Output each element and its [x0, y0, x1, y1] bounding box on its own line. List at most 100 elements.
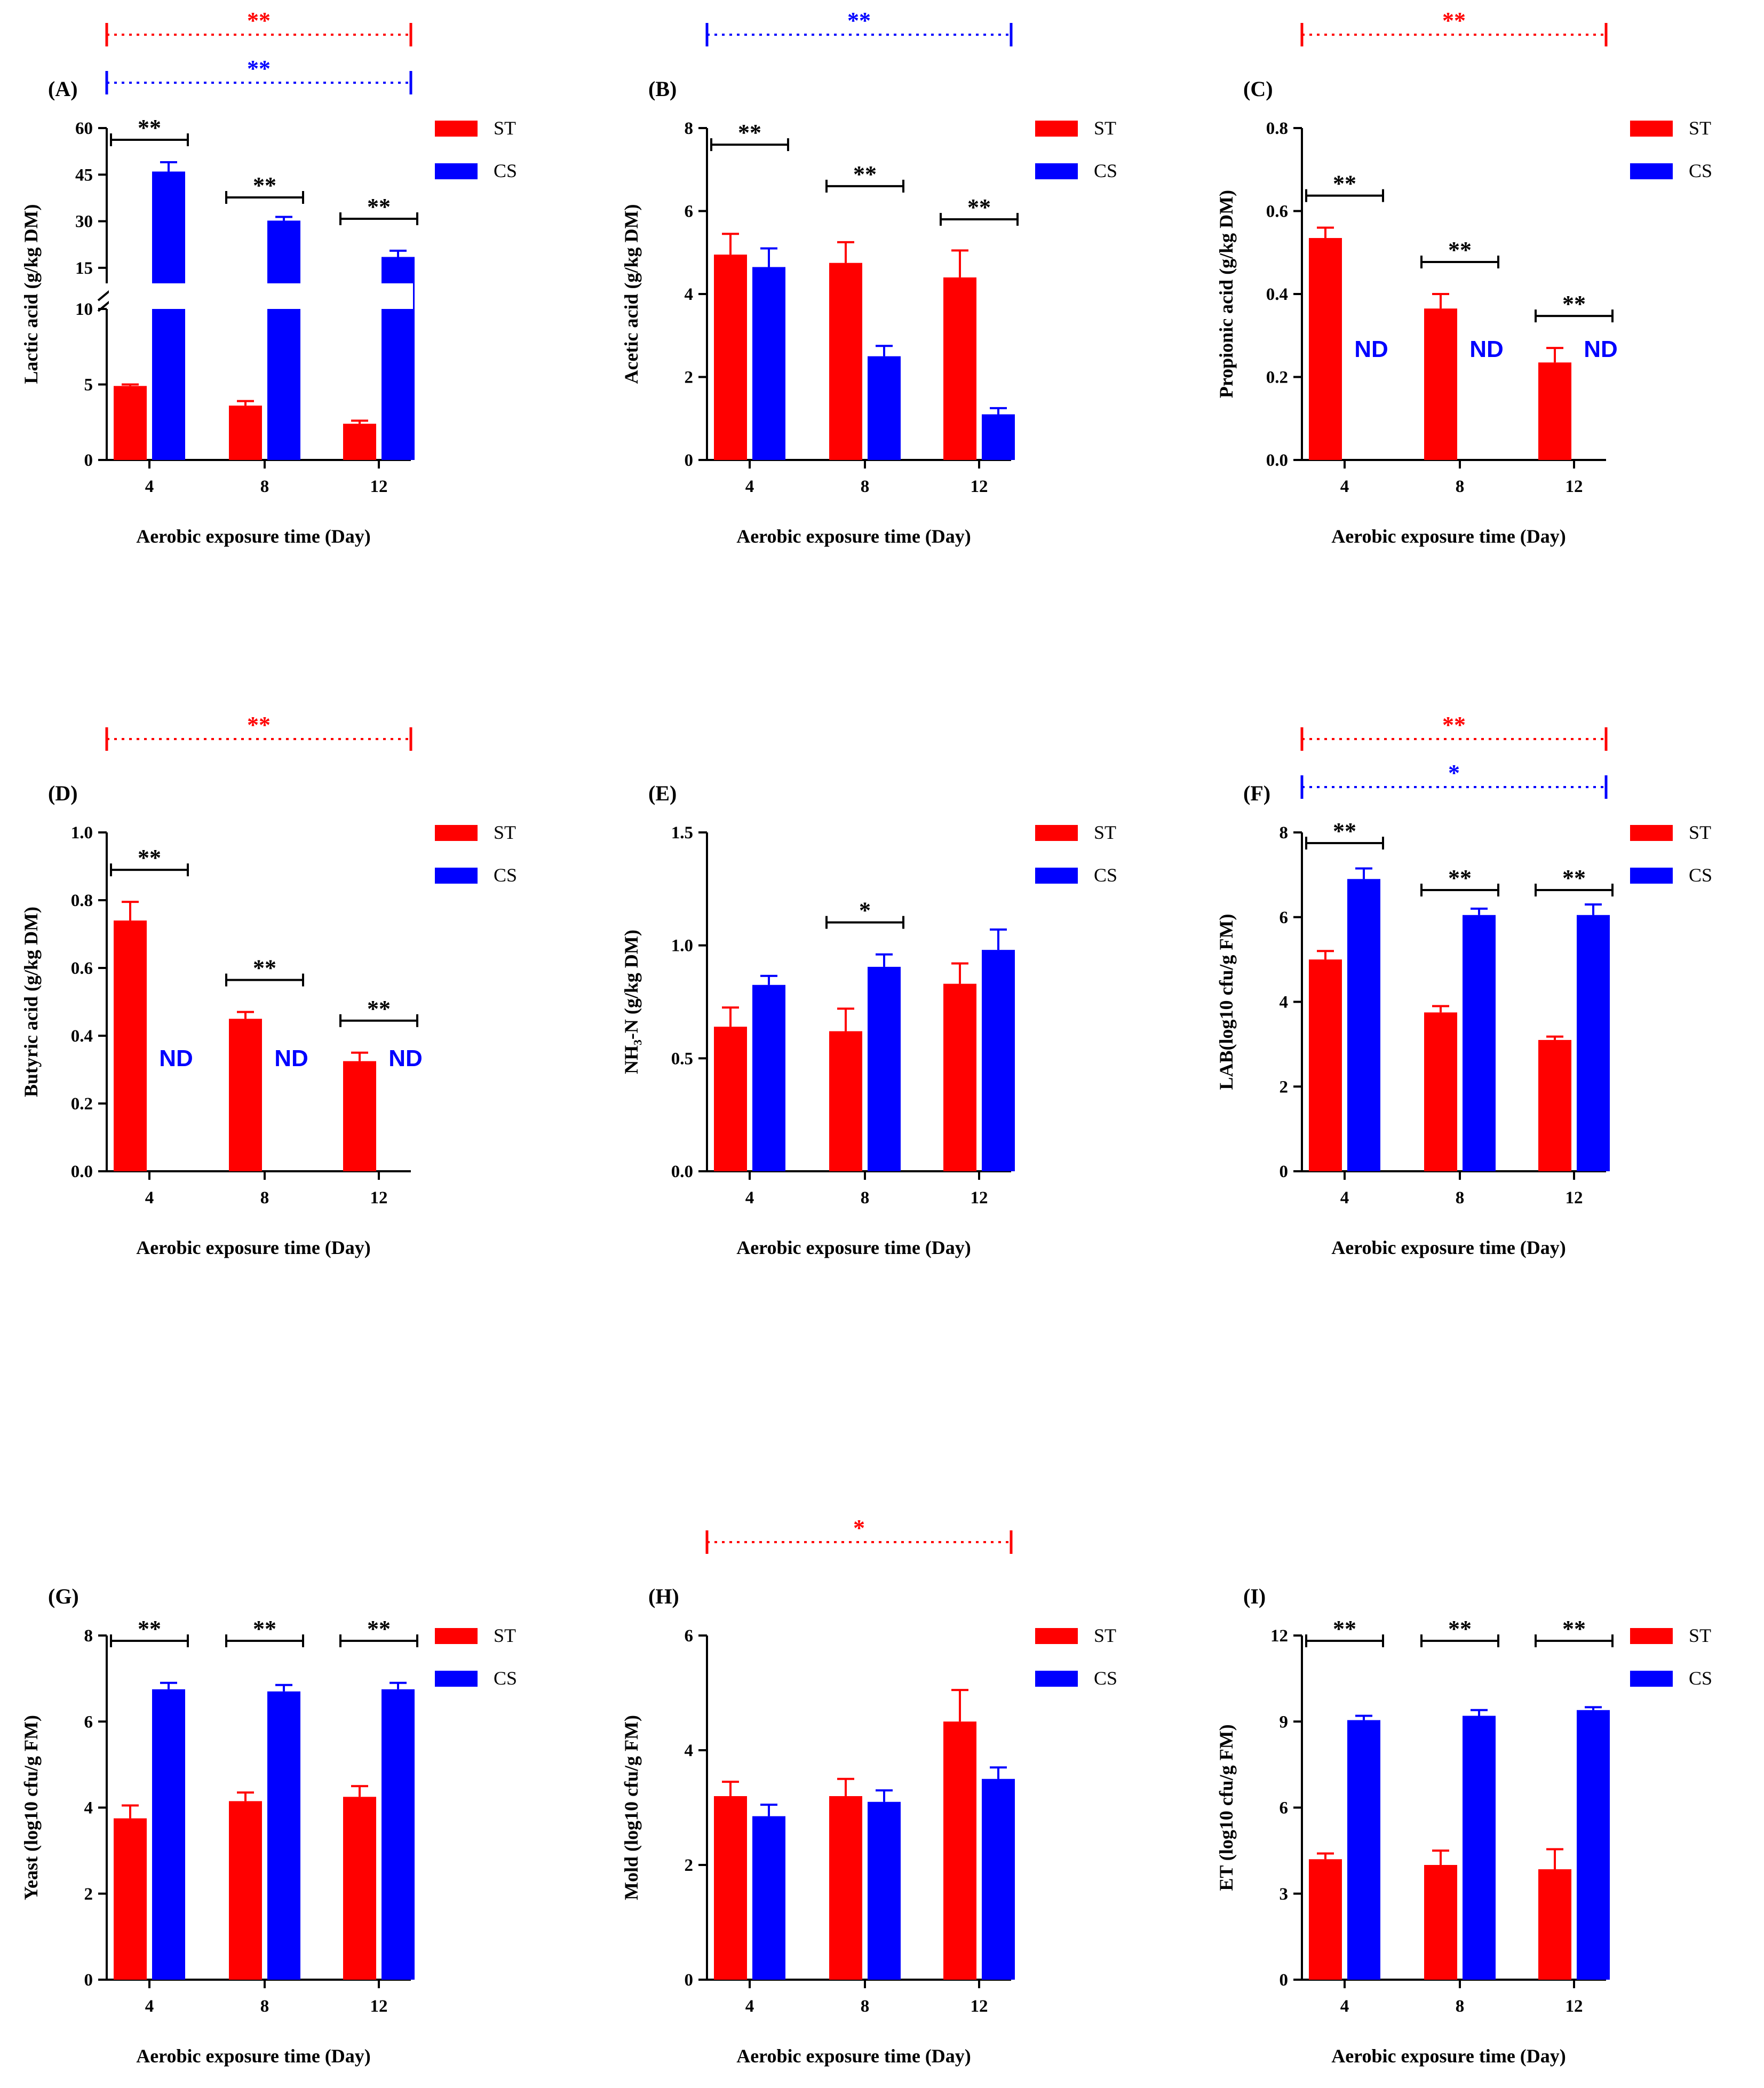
legend-swatch-cs [1035, 868, 1078, 884]
y-tick-label: 9 [1280, 1712, 1289, 1732]
legend-swatch-st [1630, 825, 1673, 841]
y-tick-label: 0.0 [1266, 451, 1288, 470]
x-axis-title: Aerobic exposure time (Day) [736, 526, 971, 547]
bar-st [229, 1019, 262, 1171]
x-tick-label: 8 [1456, 477, 1465, 496]
x-tick-label: 4 [145, 1188, 154, 1208]
y-tick-label: 0.2 [71, 1094, 93, 1114]
y-tick-label: 5 [84, 375, 93, 394]
legend-label: ST [494, 117, 516, 139]
group-sig-label: ** [1442, 712, 1466, 738]
bar-cs [868, 1801, 901, 1980]
nd-label: ND [274, 1045, 308, 1071]
legend-label: CS [1094, 160, 1117, 181]
y-tick-label: 0 [1280, 1971, 1289, 1990]
panel-letter: (F) [1243, 781, 1270, 805]
bar-st [1309, 238, 1342, 460]
y-tick-label: 2 [685, 1856, 694, 1875]
x-tick-label: 8 [861, 477, 870, 496]
y-tick-label: 2 [1280, 1077, 1289, 1097]
bar-st [1424, 308, 1457, 460]
sig-label: ** [1333, 171, 1356, 197]
y-axis-title: Acetic acid (g/kg DM) [621, 204, 642, 384]
y-axis-title: Butyric acid (g/kg DM) [20, 907, 42, 1097]
bar-st [714, 255, 747, 460]
y-tick-label: 60 [75, 119, 93, 138]
y-tick-label: 15 [75, 259, 93, 278]
x-axis-title: Aerobic exposure time (Day) [736, 1237, 971, 1258]
sig-label: ** [1333, 818, 1356, 844]
sig-label: ** [1448, 1616, 1472, 1642]
y-tick-label: 6 [685, 202, 694, 221]
y-tick-label: 1.5 [671, 823, 693, 843]
legend-label: CS [494, 864, 517, 886]
sig-label: ** [853, 161, 877, 187]
bar-cs [752, 985, 785, 1171]
legend-label: ST [1094, 117, 1116, 139]
bar-st [1309, 959, 1342, 1171]
nd-label: ND [1584, 336, 1618, 362]
bar-cs [1463, 915, 1496, 1171]
legend-swatch-cs [1630, 163, 1673, 179]
bar-st [114, 386, 147, 460]
y-tick-label: 6 [1280, 1799, 1289, 1818]
axis-break-gap [109, 283, 413, 309]
x-tick-label: 8 [260, 477, 269, 496]
y-tick-label: 0 [84, 1971, 93, 1990]
x-tick-label: 4 [1340, 1188, 1349, 1208]
sig-label: ** [253, 955, 276, 981]
y-tick-label: 1.0 [671, 936, 693, 956]
bar-st [343, 424, 376, 460]
panel-E: 0.0 0.5 1.0 1.5 4 8 12 * (E) NH₃-N (g/kg DM) Aerob… [621, 781, 1117, 1258]
legend-label: ST [1094, 1625, 1116, 1646]
legend-swatch-st [1630, 1628, 1673, 1644]
sig-label: ** [138, 1616, 161, 1642]
sig-label: ** [253, 172, 276, 199]
panel-letter: (D) [48, 781, 78, 805]
panel-G: 0 2 4 6 8 4 8 12 ** ** ** (G) Yeast (log10 cfu/g FM)… [20, 1584, 517, 2067]
y-tick-label: 2 [685, 368, 694, 387]
nd-label: ND [159, 1045, 193, 1071]
bar-st [229, 406, 262, 460]
legend-label: CS [494, 160, 517, 181]
bar-st [1538, 1869, 1571, 1980]
legend-label: CS [1689, 160, 1712, 181]
bar-st [1538, 362, 1571, 460]
x-tick-label: 12 [1566, 477, 1583, 496]
y-tick-label: 0 [685, 451, 694, 470]
panel-I: 0 3 6 9 12 4 8 12 ** ** ** (I) ET (log10 cfu/g FM) Ae… [1215, 1584, 1712, 2067]
x-tick-label: 8 [861, 1188, 870, 1208]
bar-st [1309, 1859, 1342, 1980]
y-tick-label: 0 [84, 451, 93, 470]
y-tick-label: 8 [1280, 823, 1289, 843]
panel-letter: (H) [648, 1584, 679, 1608]
legend-swatch-st [1035, 1628, 1078, 1644]
sig-label: ** [738, 120, 761, 146]
group-sig-label: * [853, 1515, 865, 1541]
x-tick-label: 4 [745, 477, 754, 496]
panel-letter: (A) [48, 77, 78, 101]
x-tick-label: 12 [1566, 1997, 1583, 2016]
sig-label: ** [367, 194, 391, 220]
nd-label: ND [1354, 336, 1388, 362]
x-tick-label: 4 [1340, 1997, 1349, 2016]
x-axis-title: Aerobic exposure time (Day) [136, 526, 371, 547]
y-tick-label: 6 [1280, 908, 1289, 927]
bar-cs [868, 966, 901, 1171]
y-axis-title: NH₃-N (g/kg DM) [621, 930, 642, 1074]
sig-label: ** [253, 1616, 276, 1642]
panel-letter: (E) [648, 781, 677, 805]
panel-letter: (I) [1243, 1584, 1266, 1608]
panel-letter: (G) [48, 1584, 79, 1608]
bar-cs [752, 267, 785, 460]
sig-label: ** [138, 115, 161, 141]
y-axis-title: Mold (log10 cfu/g FM) [621, 1715, 642, 1900]
y-tick-label: 8 [685, 119, 694, 138]
x-tick-label: 8 [1456, 1188, 1465, 1208]
bar-st [343, 1061, 376, 1171]
y-tick-label: 0 [685, 1971, 694, 1990]
bar-cs [382, 1689, 415, 1980]
group-sig-label: ** [247, 7, 271, 34]
